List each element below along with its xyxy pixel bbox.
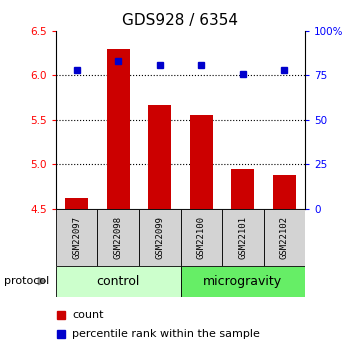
Bar [65,198,88,209]
Title: GDS928 / 6354: GDS928 / 6354 [122,13,239,29]
Text: GSM22097: GSM22097 [72,216,81,259]
Bar [56,209,97,266]
Bar [190,116,213,209]
Text: percentile rank within the sample: percentile rank within the sample [72,328,260,338]
Bar [222,209,264,266]
Bar [148,105,171,209]
Bar [107,49,130,209]
Bar [139,209,180,266]
Bar [273,175,296,209]
Text: GSM22098: GSM22098 [114,216,123,259]
Bar [180,266,305,297]
Text: protocol: protocol [4,276,49,286]
Text: control: control [96,275,140,288]
Text: GSM22099: GSM22099 [155,216,164,259]
Bar [264,209,305,266]
Text: count: count [72,310,104,321]
Bar [180,209,222,266]
Text: GSM22102: GSM22102 [280,216,289,259]
Text: GSM22101: GSM22101 [238,216,247,259]
Bar [231,169,254,209]
Bar [56,266,180,297]
Text: microgravity: microgravity [203,275,282,288]
Text: GSM22100: GSM22100 [197,216,206,259]
Bar [97,209,139,266]
